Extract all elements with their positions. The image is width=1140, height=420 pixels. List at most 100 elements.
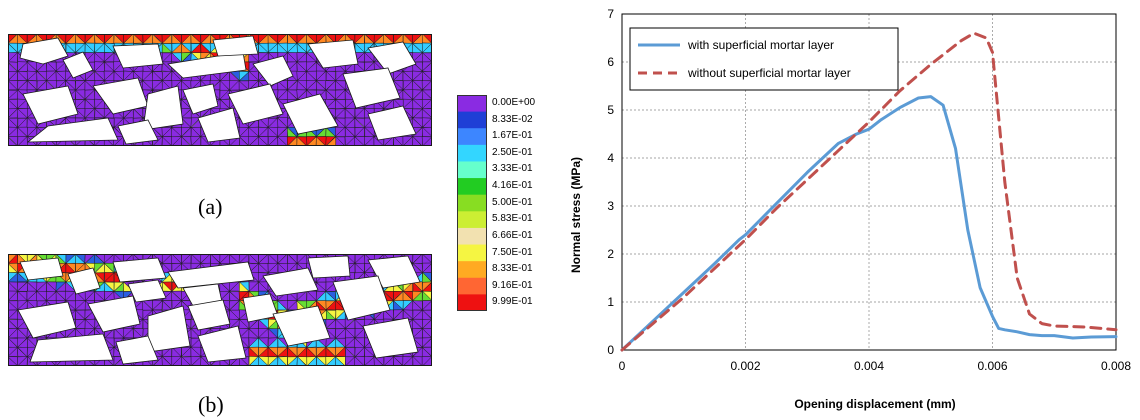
colorbar-label: 1.67E-01 (492, 130, 533, 142)
mesh-border (8, 34, 432, 146)
colorbar-swatch (457, 95, 487, 113)
colorbar-label: 5.83E-01 (492, 213, 533, 225)
aggregate-hole (332, 275, 391, 321)
x-tick-label: 0.008 (1101, 359, 1131, 373)
aggregate-hole (127, 279, 167, 303)
colorbar-label: 0.00E+00 (492, 97, 536, 108)
mesh-element (276, 347, 288, 357)
mesh-element (393, 309, 404, 321)
colorbar-swatch (457, 277, 487, 295)
aggregate-hole (272, 305, 331, 347)
mesh-element (373, 355, 385, 366)
aggregate-hole (29, 333, 114, 363)
colorbar-swatch (457, 144, 487, 162)
colorbar-label: 8.33E-02 (492, 113, 533, 125)
mesh-element (393, 135, 404, 146)
mesh-element (296, 355, 307, 366)
legend-label-without-layer: without superficial mortar layer (687, 66, 851, 80)
mesh-element (17, 355, 28, 366)
y-tick-label: 1 (607, 295, 614, 309)
aggregate-hole (112, 43, 164, 69)
mesh-element (315, 136, 327, 146)
aggregate-hole (22, 85, 79, 125)
mesh-element (296, 290, 307, 302)
x-tick-label: 0.006 (977, 359, 1007, 373)
mesh-element (325, 136, 337, 146)
chart-legend: with superficial mortar layer without su… (629, 27, 899, 91)
mesh-element (258, 42, 269, 53)
mesh-element (315, 80, 327, 91)
mesh-element (364, 52, 375, 63)
mesh-element (325, 337, 337, 348)
mesh-border (8, 254, 432, 366)
aggregate-hole (227, 83, 284, 125)
colorbar-label: 4.16E-01 (492, 180, 533, 192)
aggregate-hole (307, 255, 351, 279)
mesh-element (190, 117, 202, 128)
series-line-without-layer (620, 31, 1118, 352)
colorbar-swatch (457, 261, 487, 279)
aggregate-hole (142, 85, 184, 131)
aggregate-hole (212, 35, 259, 57)
series-line-with-layer (620, 95, 1118, 352)
aggregate-hole (67, 267, 101, 295)
mesh-element (122, 327, 134, 339)
damage-mesh-a (8, 34, 432, 146)
aggregate-hole (367, 41, 417, 75)
mesh-element (412, 98, 424, 110)
colorbar-swatch (457, 227, 487, 246)
mesh-element (17, 272, 29, 283)
mesh-element (239, 136, 250, 146)
aggregate-hole (252, 55, 294, 87)
colorbar-label: 6.66E-01 (492, 229, 533, 241)
aggregate-hole (262, 267, 319, 297)
mesh-element (162, 281, 173, 292)
damage-mesh-b (8, 254, 432, 366)
mesh-element (200, 135, 211, 146)
colorbar-swatch (457, 161, 487, 179)
colorbar-label: 7.50E-01 (492, 246, 533, 258)
caption-b: (b) (198, 392, 224, 417)
mesh-element (190, 34, 202, 44)
x-tick-label: 0.002 (730, 359, 760, 373)
colorbar-swatch (457, 178, 487, 196)
plot-frame (621, 13, 1117, 351)
colorbar-swatch (457, 244, 487, 262)
aggregate-holes (19, 35, 417, 145)
aggregate-hole (182, 83, 219, 115)
stress-displacement-chart: 0 1 2 3 4 5 6 7 0 0.002 0.004 0.006 0.008 Opening di… (569, 7, 1131, 411)
mesh-element (65, 262, 77, 273)
chart-series (620, 31, 1118, 352)
aggregate-hole (26, 117, 119, 143)
mesh-element (383, 136, 394, 146)
chart-axes: 0 1 2 3 4 5 6 7 0 0.002 0.004 0.006 0.008 (607, 7, 1131, 373)
mesh-element (422, 136, 432, 146)
mesh-element (277, 337, 288, 348)
x-tick-label: 0.004 (854, 359, 884, 373)
colorbar-swatch (457, 111, 487, 129)
mesh-element (258, 262, 269, 273)
legend-box (629, 27, 899, 91)
y-tick-label: 6 (607, 55, 614, 69)
mesh-element (190, 136, 202, 146)
mesh-element (8, 136, 18, 146)
mesh-element (354, 136, 365, 146)
aggregate-hole (187, 299, 231, 331)
mesh-element (181, 355, 192, 366)
mesh-element (296, 136, 307, 146)
mesh-element (335, 98, 346, 109)
aggregate-hole (115, 335, 159, 365)
colorbar-label: 9.99E-01 (492, 296, 533, 308)
colorbar-swatch (457, 294, 487, 311)
x-tick-label: 0 (619, 359, 626, 373)
mesh-element (267, 346, 279, 357)
y-tick-label: 0 (607, 343, 614, 357)
aggregate-hole (307, 39, 359, 69)
damage-colorbar (457, 95, 487, 311)
aggregate-hole (19, 37, 69, 65)
y-tick-label: 7 (607, 7, 614, 21)
caption-a: (a) (198, 194, 223, 219)
y-tick-label: 4 (607, 151, 614, 165)
aggregate-hole (282, 93, 339, 135)
mesh-element (335, 135, 346, 146)
